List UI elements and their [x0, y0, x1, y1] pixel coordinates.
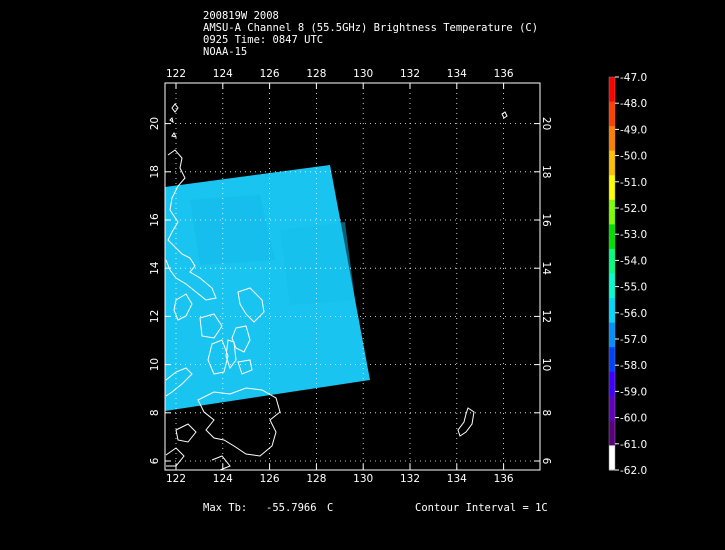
lat-label-left: 6 — [149, 457, 161, 464]
coastline-outlines — [165, 103, 508, 470]
colorbar-swatch — [609, 396, 615, 422]
colorbar-label: -62.0 — [620, 465, 647, 477]
lon-label-top: 134 — [447, 68, 467, 80]
lon-label-bottom: 122 — [166, 473, 186, 485]
title-line-3: 0925 Time: 0847 UTC — [203, 34, 324, 46]
colorbar-label: -59.0 — [620, 386, 647, 398]
colorbar-label: -48.0 — [620, 98, 647, 110]
lon-label-bottom: 126 — [260, 473, 280, 485]
lat-label-left: 20 — [149, 117, 161, 130]
colorbar-label: -58.0 — [620, 360, 647, 372]
map-frame — [164, 82, 541, 471]
colorbar-label: -47.0 — [620, 72, 647, 84]
max-tb-value: -55.7966 — [266, 502, 317, 514]
colorbar-swatch — [609, 150, 615, 176]
axis-ticks: 1221221241241261261281281301301321321341… — [149, 68, 552, 485]
swath-shade — [280, 222, 355, 305]
lat-label-right: 18 — [540, 165, 552, 178]
lon-label-bottom: 136 — [494, 473, 514, 485]
colorbar-swatch — [609, 224, 615, 250]
lon-label-top: 124 — [213, 68, 233, 80]
colorbar-label: -52.0 — [620, 203, 647, 215]
colorbar-swatch — [609, 445, 615, 471]
lon-label-top: 128 — [306, 68, 326, 80]
colorbar-swatch — [609, 126, 615, 152]
lat-label-right: 14 — [540, 262, 552, 276]
lat-label-right: 6 — [540, 458, 552, 465]
lat-label-left: 8 — [149, 409, 161, 416]
lon-label-top: 122 — [166, 68, 186, 80]
colorbar-swatch — [609, 248, 615, 274]
title-line-1: 200819W 2008 — [203, 10, 279, 22]
lon-label-top: 136 — [494, 68, 514, 80]
lon-label-bottom: 128 — [306, 473, 326, 485]
colorbar-swatch — [609, 199, 615, 225]
contour-interval: Contour Interval = 1C — [415, 502, 548, 514]
colorbar-swatch — [609, 77, 615, 103]
colorbar-swatch — [609, 420, 615, 446]
lon-label-top: 126 — [260, 68, 280, 80]
colorbar-label: -49.0 — [620, 124, 647, 136]
colorbar-swatch — [609, 273, 615, 299]
lat-label-right: 8 — [540, 409, 552, 416]
lon-label-top: 132 — [400, 68, 420, 80]
lat-label-left: 10 — [149, 358, 161, 371]
colorbar-label: -51.0 — [620, 177, 647, 189]
lon-label-bottom: 132 — [400, 473, 420, 485]
lon-label-bottom: 134 — [447, 473, 467, 485]
lat-label-right: 12 — [540, 310, 552, 323]
colorbar-swatch — [609, 347, 615, 373]
colorbar-swatch — [609, 101, 615, 127]
lat-label-left: 12 — [149, 310, 161, 323]
colorbar-label: -61.0 — [620, 439, 647, 451]
colorbar-label: -60.0 — [620, 413, 647, 425]
colorbar-label: -50.0 — [620, 151, 647, 163]
title-line-4: NOAA-15 — [203, 46, 248, 58]
lat-label-left: 16 — [149, 213, 161, 227]
lat-label-right: 16 — [540, 213, 552, 227]
colorbar-swatch — [609, 298, 615, 324]
lat-label-right: 10 — [540, 358, 552, 371]
colorbar-swatch — [609, 371, 615, 397]
colorbar: -47.0 -48.0 -49.0 -50.0 -51.0 -52.0 -53.0 -54.0… — [608, 72, 647, 477]
lat-label-right: 20 — [540, 117, 552, 130]
lon-label-top: 130 — [353, 68, 373, 80]
colorbar-frame — [608, 76, 616, 471]
colorbar-swatch — [609, 175, 615, 201]
lat-label-left: 18 — [149, 165, 161, 178]
colorbar-label: -55.0 — [620, 282, 647, 294]
colorbar-label: -54.0 — [620, 255, 647, 267]
max-tb-label: Max Tb: — [203, 502, 248, 514]
colorbar-swatch — [609, 322, 615, 348]
swath-shade — [190, 195, 275, 265]
colorbar-label: -56.0 — [620, 308, 647, 320]
max-tb-unit: C — [327, 502, 334, 514]
lon-label-bottom: 124 — [213, 473, 233, 485]
colorbar-label: -53.0 — [620, 229, 647, 241]
lat-label-left: 14 — [149, 261, 161, 275]
colorbar-label: -57.0 — [620, 334, 647, 346]
lon-label-bottom: 130 — [353, 473, 373, 485]
title-line-2: AMSU-A Channel 8 (55.5GHz) Brightness Te… — [203, 22, 539, 34]
